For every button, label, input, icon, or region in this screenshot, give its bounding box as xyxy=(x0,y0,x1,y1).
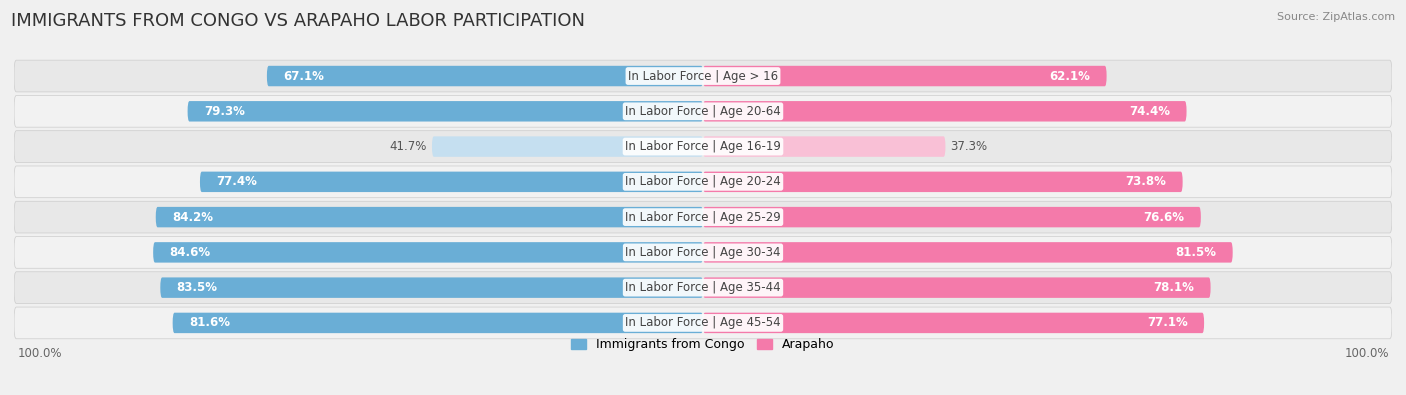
Text: 62.1%: 62.1% xyxy=(1049,70,1091,83)
FancyBboxPatch shape xyxy=(703,313,1204,333)
Text: 100.0%: 100.0% xyxy=(1344,347,1389,360)
Legend: Immigrants from Congo, Arapaho: Immigrants from Congo, Arapaho xyxy=(567,333,839,356)
FancyBboxPatch shape xyxy=(432,136,703,157)
Text: 77.1%: 77.1% xyxy=(1147,316,1188,329)
FancyBboxPatch shape xyxy=(14,60,1392,92)
Text: 78.1%: 78.1% xyxy=(1153,281,1194,294)
Text: 74.4%: 74.4% xyxy=(1129,105,1170,118)
Text: In Labor Force | Age 16-19: In Labor Force | Age 16-19 xyxy=(626,140,780,153)
FancyBboxPatch shape xyxy=(187,101,703,122)
FancyBboxPatch shape xyxy=(703,207,1201,228)
FancyBboxPatch shape xyxy=(153,242,703,263)
FancyBboxPatch shape xyxy=(160,277,703,298)
Text: 84.6%: 84.6% xyxy=(169,246,211,259)
Text: 81.5%: 81.5% xyxy=(1175,246,1216,259)
FancyBboxPatch shape xyxy=(156,207,703,228)
Text: 83.5%: 83.5% xyxy=(177,281,218,294)
Text: In Labor Force | Age 35-44: In Labor Force | Age 35-44 xyxy=(626,281,780,294)
Text: 37.3%: 37.3% xyxy=(950,140,988,153)
FancyBboxPatch shape xyxy=(703,242,1233,263)
FancyBboxPatch shape xyxy=(703,171,1182,192)
FancyBboxPatch shape xyxy=(14,96,1392,127)
Text: 67.1%: 67.1% xyxy=(283,70,323,83)
Text: 73.8%: 73.8% xyxy=(1126,175,1167,188)
FancyBboxPatch shape xyxy=(703,101,1187,122)
FancyBboxPatch shape xyxy=(173,313,703,333)
Text: 84.2%: 84.2% xyxy=(172,211,212,224)
Text: 100.0%: 100.0% xyxy=(17,347,62,360)
FancyBboxPatch shape xyxy=(200,171,703,192)
Text: 76.6%: 76.6% xyxy=(1143,211,1185,224)
FancyBboxPatch shape xyxy=(14,201,1392,233)
FancyBboxPatch shape xyxy=(14,237,1392,268)
Text: 41.7%: 41.7% xyxy=(389,140,427,153)
FancyBboxPatch shape xyxy=(703,136,945,157)
FancyBboxPatch shape xyxy=(14,131,1392,162)
Text: In Labor Force | Age 45-54: In Labor Force | Age 45-54 xyxy=(626,316,780,329)
Text: In Labor Force | Age > 16: In Labor Force | Age > 16 xyxy=(628,70,778,83)
Text: IMMIGRANTS FROM CONGO VS ARAPAHO LABOR PARTICIPATION: IMMIGRANTS FROM CONGO VS ARAPAHO LABOR P… xyxy=(11,12,585,30)
Text: 77.4%: 77.4% xyxy=(217,175,257,188)
FancyBboxPatch shape xyxy=(703,66,1107,86)
Text: In Labor Force | Age 20-64: In Labor Force | Age 20-64 xyxy=(626,105,780,118)
Text: In Labor Force | Age 25-29: In Labor Force | Age 25-29 xyxy=(626,211,780,224)
FancyBboxPatch shape xyxy=(14,272,1392,303)
Text: In Labor Force | Age 30-34: In Labor Force | Age 30-34 xyxy=(626,246,780,259)
Text: Source: ZipAtlas.com: Source: ZipAtlas.com xyxy=(1277,12,1395,22)
FancyBboxPatch shape xyxy=(14,307,1392,339)
FancyBboxPatch shape xyxy=(14,166,1392,198)
Text: 79.3%: 79.3% xyxy=(204,105,245,118)
Text: In Labor Force | Age 20-24: In Labor Force | Age 20-24 xyxy=(626,175,780,188)
FancyBboxPatch shape xyxy=(267,66,703,86)
Text: 81.6%: 81.6% xyxy=(188,316,231,329)
FancyBboxPatch shape xyxy=(703,277,1211,298)
